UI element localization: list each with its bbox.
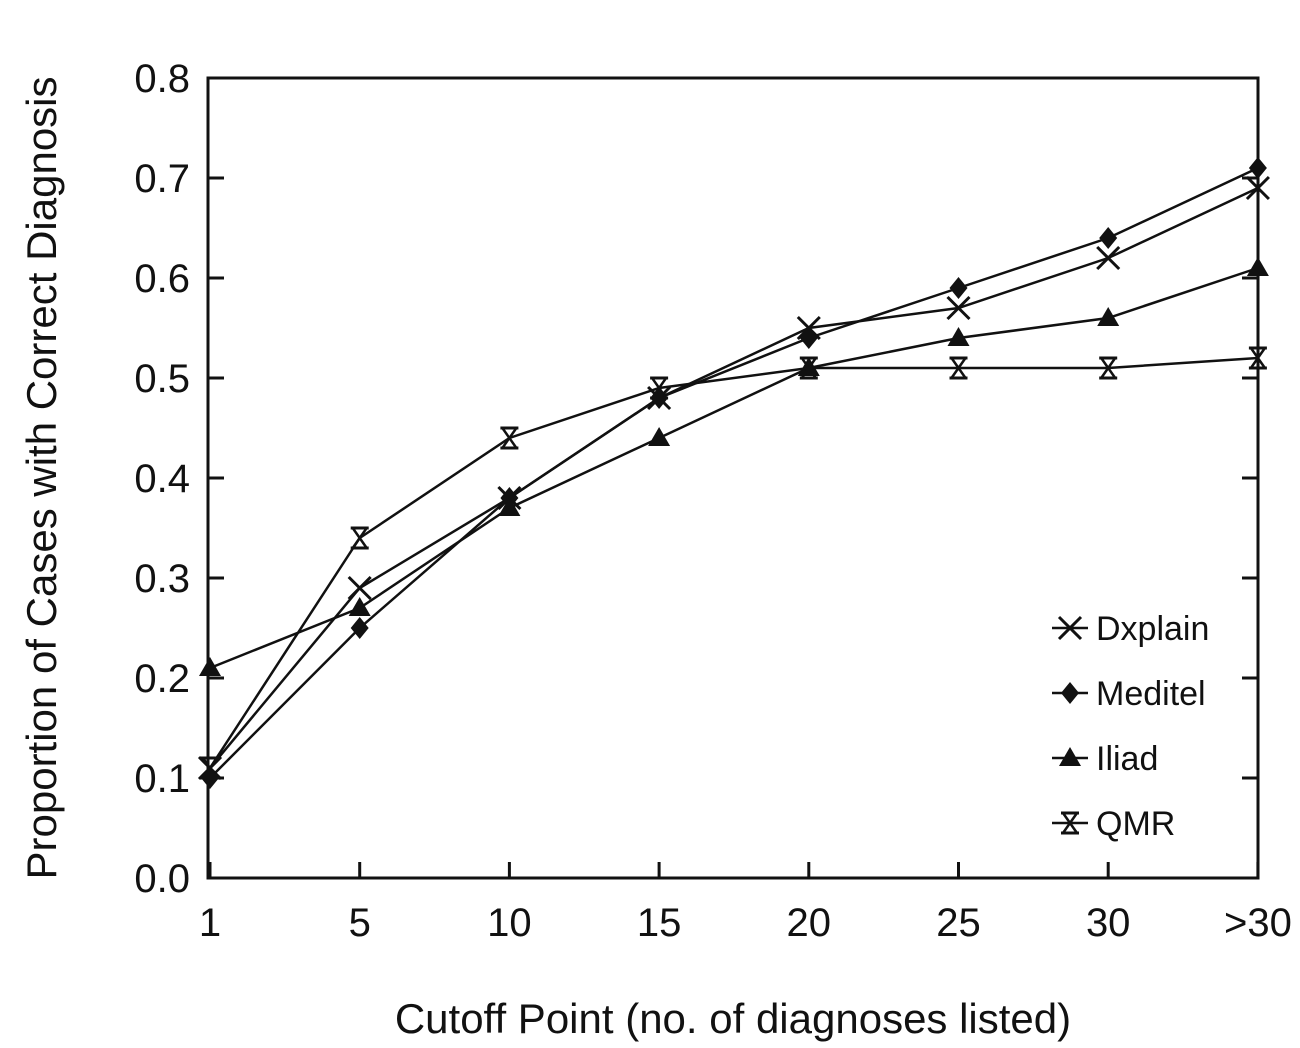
point-qmr [1099,356,1118,380]
x-tick-label: 20 [787,901,832,945]
y-tick-label: 0.3 [134,557,190,601]
series-line-dxplain [209,186,1259,769]
point-qmr [350,526,369,550]
y-axis: 0.0 0.1 0.2 0.3 0.4 0.5 0.6 0.7 0.8 [134,57,1258,901]
series-line-meditel [209,166,1259,779]
x-tick-label: 15 [637,901,682,945]
x-tick-label: 1 [199,901,221,945]
legend-marker-dxplain [1057,615,1083,641]
point-iliad [1097,307,1120,326]
point-iliad [348,597,371,616]
y-tick-label: 0.5 [134,357,190,401]
point-dxplain [946,295,971,321]
y-tick-label: 0.7 [134,157,190,201]
x-axis: 1 5 10 15 20 25 30 >30 [199,862,1292,945]
series-iliad [199,257,1269,676]
x-tick-label: 5 [349,901,371,945]
series-qmr [201,346,1267,780]
legend-item-iliad: Iliad [1052,740,1158,778]
point-dxplain [1245,175,1270,201]
y-tick-label: 0.4 [134,457,190,501]
point-dxplain [1096,245,1121,271]
point-iliad [199,657,221,676]
legend-marker-iliad [1059,747,1081,766]
point-meditel [350,617,369,639]
legend: Dxplain Meditel Iliad QMR [1052,610,1209,843]
legend-marker-meditel [1061,682,1079,704]
x-tick-label: 30 [1086,901,1131,945]
y-tick-label: 0.0 [134,857,190,901]
legend-item-qmr: QMR [1052,805,1175,843]
point-meditel [1099,227,1118,249]
legend-label-qmr: QMR [1096,805,1175,843]
legend-marker-qmr [1061,811,1079,835]
point-qmr [500,426,519,450]
x-tick-label: >30 [1224,901,1292,945]
legend-item-dxplain: Dxplain [1052,610,1209,648]
point-dxplain [347,575,372,601]
point-iliad [498,497,521,516]
series-line-iliad [209,266,1259,670]
point-iliad [947,327,970,346]
x-tick-label: 25 [936,901,981,945]
point-meditel [799,327,818,349]
point-meditel [1248,157,1267,179]
legend-label-iliad: Iliad [1096,740,1158,778]
point-meditel [949,277,968,299]
y-axis-title: Proportion of Cases with Correct Diagnos… [18,76,65,879]
point-iliad [1246,257,1269,276]
point-qmr [799,356,818,380]
point-qmr [650,376,669,400]
y-tick-label: 0.1 [134,757,190,801]
series-layer [197,157,1270,789]
legend-item-meditel: Meditel [1052,675,1206,713]
legend-label-dxplain: Dxplain [1096,610,1209,648]
series-line-qmr [208,356,1258,769]
y-tick-label: 0.6 [134,257,190,301]
point-qmr [201,756,219,780]
y-tick-label: 0.8 [134,57,190,101]
point-qmr [949,356,968,380]
x-axis-title: Cutoff Point (no. of diagnoses listed) [395,995,1071,1042]
point-qmr [1248,346,1267,370]
legend-label-meditel: Meditel [1096,675,1206,713]
point-iliad [648,427,671,446]
y-tick-label: 0.2 [134,657,190,701]
x-tick-label: 10 [487,901,532,945]
